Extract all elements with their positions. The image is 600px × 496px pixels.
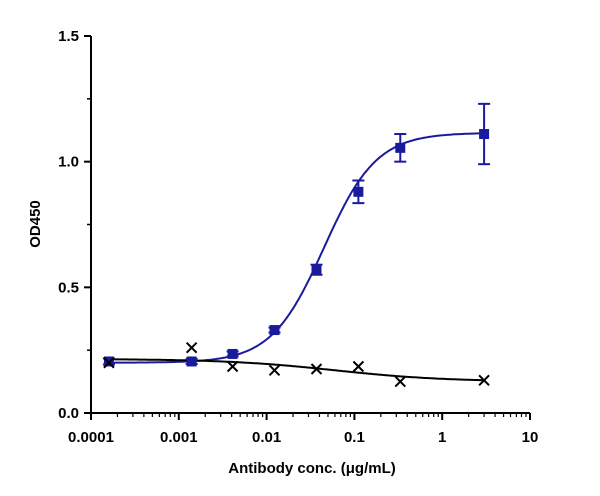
data-point <box>394 375 406 388</box>
data-point <box>352 360 365 373</box>
data-point-stroke <box>352 360 365 373</box>
data-point <box>395 142 406 153</box>
x-tick-label: 0.0001 <box>68 429 114 446</box>
fit-curve-2 <box>108 358 483 382</box>
data-point <box>353 186 364 197</box>
data-point <box>226 360 239 373</box>
x-tick-label: 10 <box>522 429 539 446</box>
data-point-stroke <box>185 341 198 354</box>
data-point-stroke <box>478 374 490 387</box>
data-marks <box>102 102 491 388</box>
x-axis-title: Antibody conc. (μg/mL) <box>228 460 396 477</box>
y-axis-title: OD450 <box>27 200 44 248</box>
data-point <box>103 357 115 369</box>
x-tick-label: 1 <box>438 429 446 446</box>
data-point <box>311 264 322 275</box>
data-point-stroke <box>310 363 323 375</box>
axes: 0.0 0.5 1.0 1.5 0.0001 0.001 0.01 0.1 1 10 <box>58 28 538 446</box>
x-tick-label: 0.01 <box>252 429 281 446</box>
fit-curve-1 <box>108 132 483 364</box>
data-point-stroke <box>394 375 406 388</box>
x-tick-label: 0.001 <box>160 429 198 446</box>
data-point <box>478 374 490 387</box>
data-point <box>268 364 281 376</box>
data-point <box>269 325 280 336</box>
y-tick-label: 1.5 <box>58 28 79 45</box>
data-point <box>186 356 197 367</box>
data-point <box>185 341 198 354</box>
data-point <box>310 363 323 375</box>
data-point <box>227 348 238 359</box>
data-point-stroke <box>226 360 239 373</box>
fit-curves <box>108 132 483 382</box>
data-point-stroke <box>268 364 281 376</box>
data-point-stroke <box>103 357 115 369</box>
data-point <box>479 129 490 140</box>
y-tick-label: 1.0 <box>58 154 79 171</box>
x-tick-label: 0.1 <box>344 429 365 446</box>
y-tick-label: 0.0 <box>58 405 79 422</box>
y-tick-label: 0.5 <box>58 279 79 296</box>
